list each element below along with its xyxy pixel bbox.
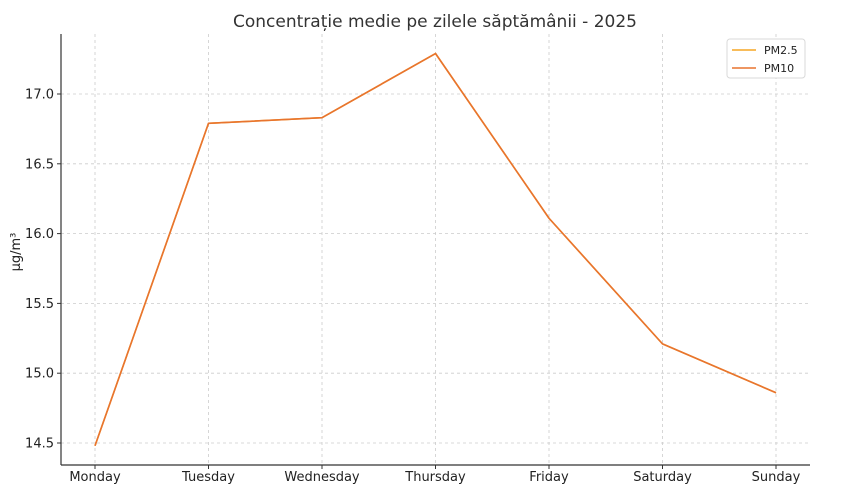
y-tick-label: 16.0 <box>25 227 54 242</box>
legend-label: PM10 <box>764 62 794 75</box>
axes-layer: Monday Tuesday Wednesday Thursday Friday Satu… <box>25 34 810 485</box>
y-tick-label: 14.5 <box>25 437 54 452</box>
legend: PM2.5 PM10 <box>726 38 806 79</box>
series-line-pm10 <box>94 52 777 447</box>
y-tick-label: 15.5 <box>25 297 54 312</box>
grid-layer <box>61 34 810 465</box>
legend-label: PM2.5 <box>764 44 798 57</box>
y-tick-label: 17.0 <box>25 88 54 103</box>
x-tick-label: Monday <box>69 470 121 485</box>
series-layer <box>94 52 777 447</box>
chart-title: Concentrație medie pe zilele săptămânii … <box>233 12 637 32</box>
x-tick-label: Friday <box>529 470 569 485</box>
x-tick-label: Wednesday <box>284 470 360 485</box>
y-tick-label: 16.5 <box>25 157 54 172</box>
x-tick-label: Sunday <box>752 470 801 485</box>
x-tick-label: Thursday <box>404 470 466 485</box>
y-axis-label: µg/m³ <box>9 233 24 272</box>
y-tick-label: 15.0 <box>25 367 54 382</box>
x-tick-label: Saturday <box>633 470 692 485</box>
x-tick-label: Tuesday <box>181 470 235 485</box>
